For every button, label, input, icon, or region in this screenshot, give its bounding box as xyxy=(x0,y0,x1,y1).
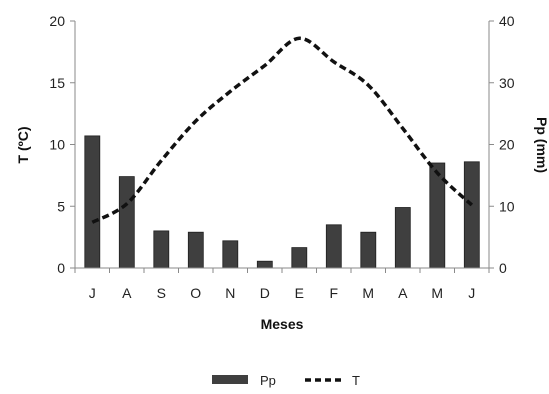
bar-pp xyxy=(325,224,342,269)
bar-pp xyxy=(153,230,170,269)
left-tick-label: 15 xyxy=(49,75,65,91)
left-tick-label: 20 xyxy=(49,13,65,29)
bar-pp xyxy=(291,247,308,269)
x-tick-label: E xyxy=(295,285,304,301)
left-tick-label: 0 xyxy=(57,260,65,276)
left-axis-title: T (ºC) xyxy=(15,127,31,164)
x-axis-title: Meses xyxy=(261,316,304,332)
x-tick-label: J xyxy=(89,285,96,301)
precipitation-bars xyxy=(84,135,480,269)
legend-swatch-pp xyxy=(212,375,248,384)
axes xyxy=(70,20,494,273)
line-t xyxy=(91,36,473,224)
bar-pp xyxy=(84,135,101,269)
x-tick-label: A xyxy=(122,285,132,301)
x-tick-label: O xyxy=(190,285,201,301)
right-tick-labels: 0 10 20 30 40 xyxy=(499,13,515,276)
left-tick-labels: 0 5 10 15 20 xyxy=(49,13,65,276)
x-tick-label: M xyxy=(362,285,374,301)
temperature-line-layer xyxy=(91,36,473,224)
left-tick-label: 10 xyxy=(49,137,65,153)
bar-pp xyxy=(222,240,239,269)
left-tick-label: 5 xyxy=(57,198,65,214)
x-tick-label: D xyxy=(260,285,270,301)
right-tick-label: 20 xyxy=(499,137,515,153)
x-tick-label: F xyxy=(329,285,338,301)
right-tick-label: 40 xyxy=(499,13,515,29)
right-tick-label: 30 xyxy=(499,75,515,91)
x-tick-label: M xyxy=(431,285,443,301)
x-tick-label: A xyxy=(398,285,408,301)
x-tick-label: J xyxy=(468,285,475,301)
x-tick-label: S xyxy=(157,285,166,301)
legend-label-pp: Pp xyxy=(260,373,276,388)
bar-pp xyxy=(118,176,135,269)
right-tick-label: 0 xyxy=(499,260,507,276)
legend-label-t: T xyxy=(352,373,360,388)
right-axis-title: Pp (mm) xyxy=(534,117,549,173)
bar-pp xyxy=(256,260,273,269)
x-tick-label: N xyxy=(225,285,235,301)
bar-pp xyxy=(463,161,480,269)
legend: Pp T xyxy=(212,373,360,388)
right-tick-label: 10 xyxy=(499,198,515,214)
bar-pp xyxy=(394,207,411,269)
bar-pp xyxy=(187,231,204,269)
bar-pp xyxy=(360,231,377,269)
